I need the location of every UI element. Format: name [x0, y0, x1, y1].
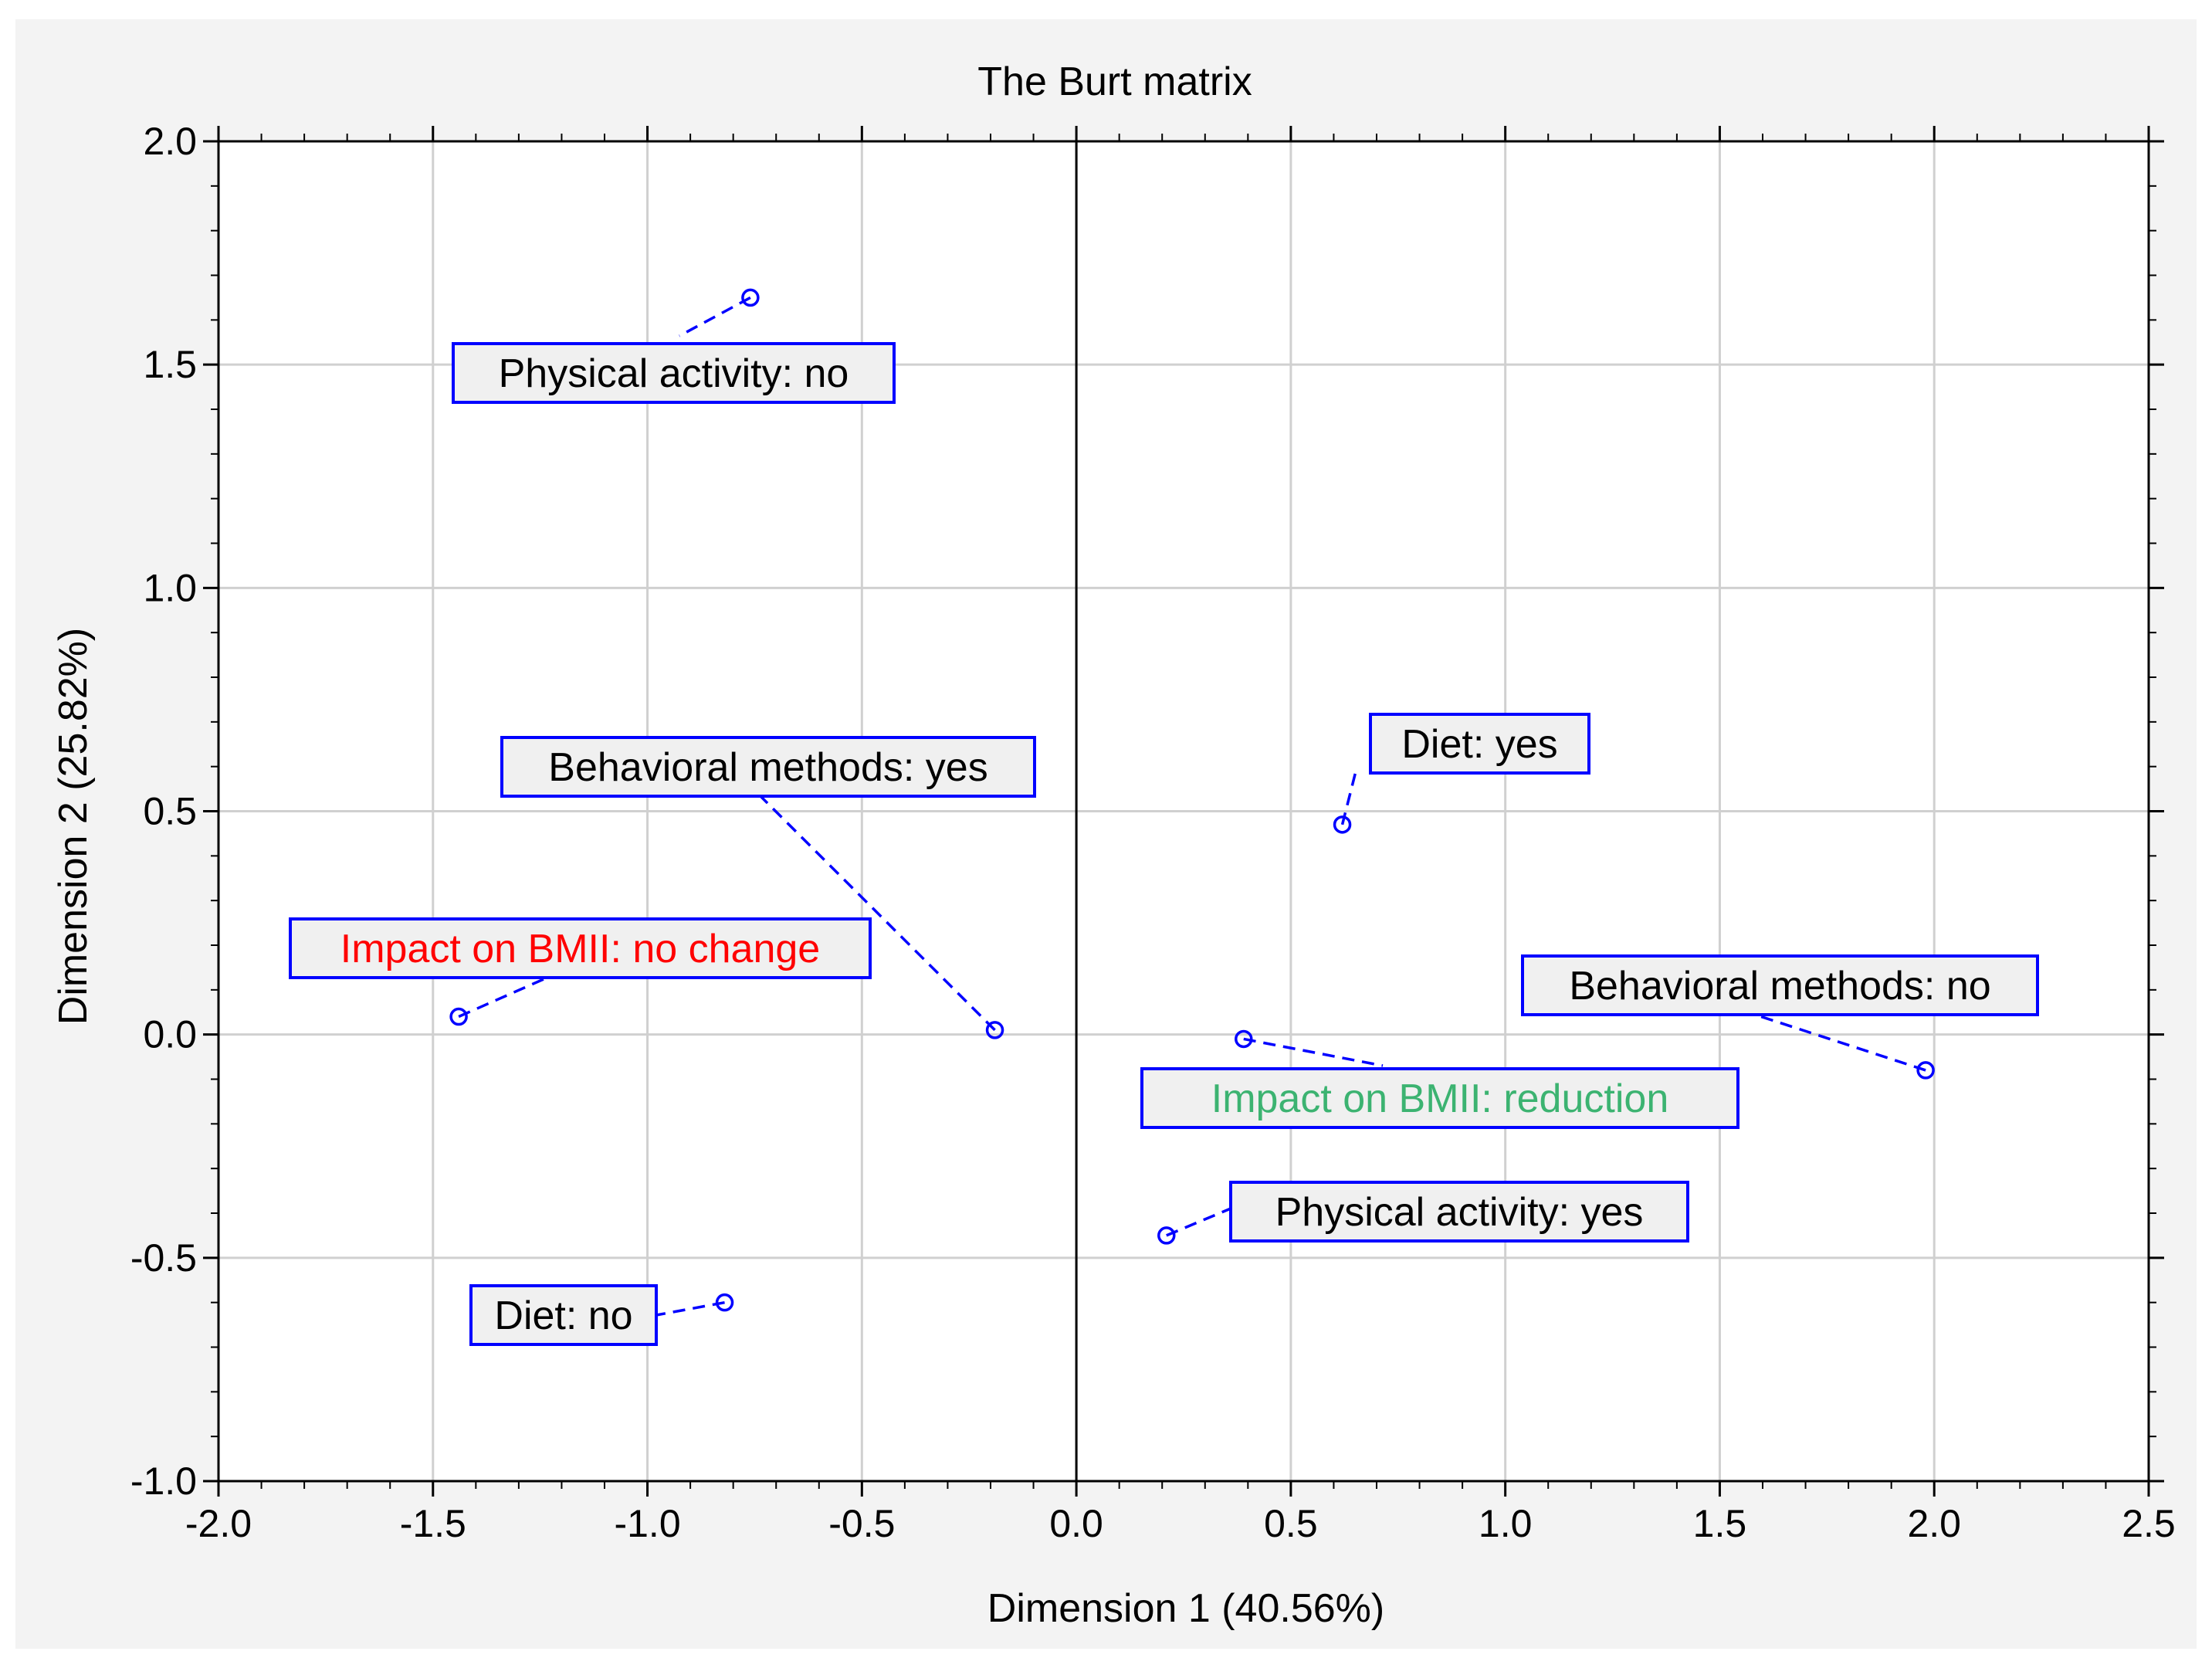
leader-line	[679, 296, 751, 337]
x-tick-label: 2.5	[2122, 1502, 2176, 1545]
point-label: Behavioral methods: yes	[548, 745, 987, 790]
y-tick-label: -1.0	[130, 1460, 197, 1503]
point-label: Impact on BMII: reduction	[1211, 1076, 1669, 1121]
x-tick-label: 1.5	[1693, 1502, 1747, 1545]
point-label-box	[1369, 713, 1590, 775]
y-tick-label: 1.5	[143, 343, 197, 386]
data-point-marker	[449, 1007, 468, 1026]
y-axis-label: Dimension 2 (25.82%)	[51, 628, 96, 1025]
data-point-marker	[985, 1021, 1004, 1039]
data-point-marker	[1157, 1226, 1176, 1245]
point-label: Physical activity: yes	[1275, 1190, 1644, 1235]
data-point-marker	[1235, 1029, 1253, 1049]
point-label: Diet: no	[494, 1293, 632, 1338]
x-tick-label: -1.5	[400, 1502, 466, 1545]
leader-line	[1340, 771, 1357, 826]
point-label-box	[500, 736, 1036, 798]
x-tick-label: -0.5	[828, 1502, 895, 1545]
y-tick-label: 0.0	[143, 1013, 197, 1056]
point-label-box	[469, 1284, 658, 1346]
x-tick-label: 0.0	[1049, 1502, 1103, 1545]
point-label: Physical activity: no	[499, 351, 849, 396]
point-label: Diet: yes	[1401, 722, 1557, 767]
leader-line	[1243, 1037, 1384, 1067]
leader-line	[759, 795, 996, 1032]
point-label: Impact on BMII: no change	[340, 927, 820, 971]
data-point-marker	[741, 288, 760, 307]
x-tick-label: 2.0	[1907, 1502, 1961, 1545]
leader-line	[655, 1300, 725, 1317]
chart-title: The Burt matrix	[977, 59, 1252, 104]
point-label-box	[1521, 954, 2039, 1016]
data-point-marker	[1916, 1061, 1935, 1080]
point-label-box	[1229, 1181, 1689, 1243]
scatter-chart: -2.0 -1.5 -1.0 -0.5 0.0 0.5 1.0 1.5 2.0 2.5 2.0 1.5…	[51, 59, 2176, 1631]
y-tick-label: 0.5	[143, 790, 197, 833]
x-tick-label: -1.0	[614, 1502, 680, 1545]
y-tick-label: 2.0	[143, 120, 197, 163]
chart-figure: -2.0 -1.5 -1.0 -0.5 0.0 0.5 1.0 1.5 2.0 2.5 2.0 1.5…	[15, 19, 2197, 1649]
data-point-marker	[715, 1293, 734, 1312]
x-tick-label: -2.0	[185, 1502, 252, 1545]
leader-line	[1166, 1207, 1231, 1237]
x-axis-label: Dimension 1 (40.56%)	[987, 1586, 1384, 1631]
point-label-box	[452, 342, 896, 404]
y-tick-label: -0.5	[130, 1236, 197, 1280]
leader-line	[1743, 1009, 1926, 1072]
y-tick-label: 1.0	[143, 566, 197, 609]
point-label-box	[289, 917, 872, 979]
data-point-marker	[1333, 815, 1352, 834]
x-tick-label: 0.5	[1264, 1502, 1318, 1545]
x-tick-label: 1.0	[1479, 1502, 1533, 1545]
point-label-box	[1140, 1067, 1739, 1129]
leader-line	[458, 972, 557, 1019]
point-label: Behavioral methods: no	[1569, 964, 1990, 1009]
